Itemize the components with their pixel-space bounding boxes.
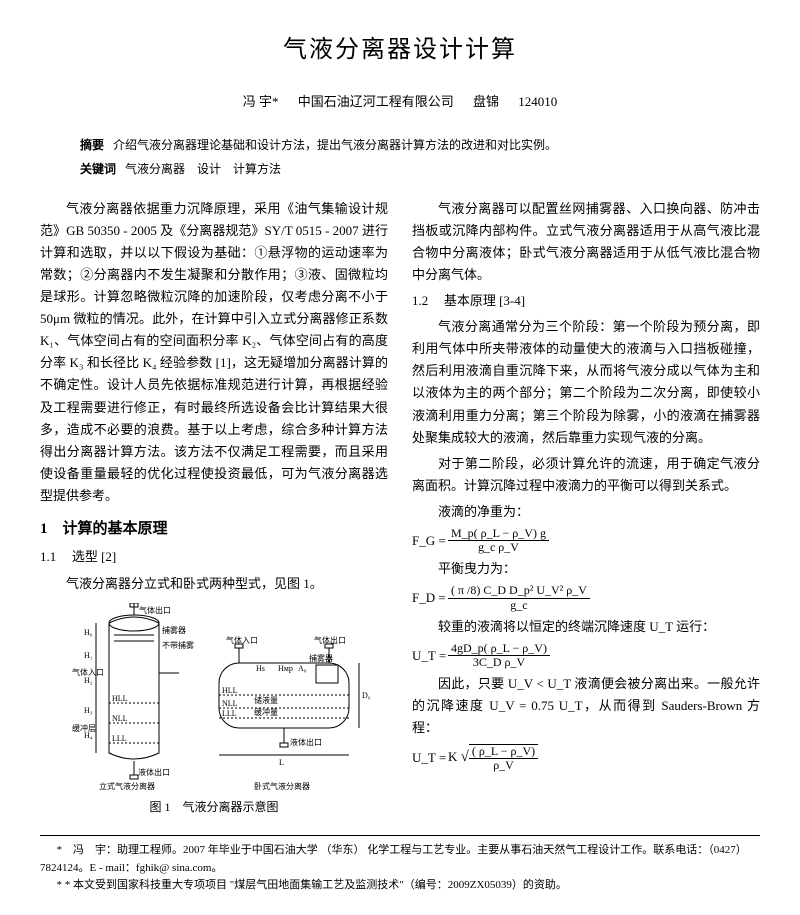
- svg-text:LLL: LLL: [112, 734, 127, 743]
- right-para-5: 因此，只要 U_V < U_T 液滴便会被分离出来。一般允许的沉降速度 U_V …: [412, 673, 760, 739]
- author-line: 冯 宇* 中国石油辽河工程有限公司 盘锦 124010: [40, 91, 760, 113]
- svg-text:不带捕雾: 不带捕雾: [162, 640, 194, 650]
- svg-text:H₂: H₂: [84, 676, 93, 685]
- intro-paragraph: 气液分离器依据重力沉降原理，采用《油气集输设计规范》GB 50350 - 200…: [40, 198, 388, 507]
- svg-text:H₀: H₀: [84, 628, 93, 637]
- abstract-label: 摘要: [80, 138, 104, 152]
- abstract-row: 摘要 介绍气液分离器理论基础和设计方法，提出气液分离器计算方法的改进和对比实例。: [80, 135, 720, 155]
- svg-text:液体出口: 液体出口: [138, 767, 170, 777]
- svg-text:LLL: LLL: [222, 709, 237, 718]
- section-1-1-heading: 1.1 选型 [2]: [40, 546, 388, 568]
- left-column: 气液分离器依据重力沉降原理，采用《油气集输设计规范》GB 50350 - 200…: [40, 198, 388, 821]
- keywords-row: 关键词 气液分离器 设计 计算方法: [80, 159, 720, 179]
- svg-text:H₃: H₃: [84, 706, 93, 715]
- eq-sb-frac: ( ρ_L − ρ_V) ρ_V: [469, 744, 538, 772]
- right-para-4: 较重的液滴将以恒定的终端沉降速度 U_T 运行：: [412, 616, 760, 638]
- label-drag: 平衡曳力为：: [412, 558, 760, 580]
- author-affiliation: 中国石油辽河工程有限公司: [298, 94, 454, 109]
- svg-text:储液量: 储液量: [254, 695, 278, 705]
- eq-sb-lhs: U_T =: [412, 747, 448, 769]
- svg-text:捕雾器: 捕雾器: [309, 653, 333, 663]
- equation-sauders-brown: U_T = K √ ( ρ_L − ρ_V) ρ_V: [412, 744, 760, 772]
- svg-text:HLL: HLL: [222, 686, 238, 695]
- svg-text:Hмp: Hмp: [278, 664, 293, 673]
- svg-text:Hs: Hs: [256, 664, 265, 673]
- svg-text:NLL: NLL: [222, 699, 238, 708]
- right-para-1: 气液分离器可以配置丝网捕雾器、入口换向器、防冲击挡板或沉降内部构件。立式气液分离…: [412, 198, 760, 286]
- section-1-1-title: 选型 [2]: [72, 549, 116, 564]
- right-para-3: 对于第二阶段，必须计算允许的流速，用于确定气液分离面积。计算沉降过程中液滴力的平…: [412, 453, 760, 497]
- svg-text:L: L: [279, 758, 284, 767]
- eq-fd-lhs: F_D =: [412, 587, 448, 609]
- svg-text:缓冲层: 缓冲层: [72, 723, 96, 733]
- keywords-label: 关键词: [80, 162, 116, 176]
- eq-fg-lhs: F_G =: [412, 530, 448, 552]
- footnotes: * 冯 宇：助理工程师。2007 年毕业于中国石油大学 （华东） 化学工程与工艺…: [40, 835, 760, 895]
- figure-1-svg: 气体出口 捕雾器 不带捕雾 气体入口 H₀ H₁ H₂ H₃ H₄ HLL NL…: [54, 603, 374, 793]
- two-column-layout: 气液分离器依据重力沉降原理，采用《油气集输设计规范》GB 50350 - 200…: [40, 198, 760, 821]
- eq-ut-lhs: U_T =: [412, 645, 448, 667]
- footnote-2: * * 本文受到国家科技重大专项项目 "煤层气田地面集输工艺及监测技术"（编号：…: [40, 877, 760, 895]
- section-1-2-num: 1.2: [412, 290, 441, 312]
- right-para-2: 气液分离通常分为三个阶段：第一个阶段为预分离，即利用气体中所夹带液体的动量使大的…: [412, 316, 760, 449]
- page-title: 气液分离器设计计算: [40, 30, 760, 71]
- right-column: 气液分离器可以配置丝网捕雾器、入口换向器、防冲击挡板或沉降内部构件。立式气液分离…: [412, 198, 760, 821]
- author-city: 盘锦: [473, 94, 499, 109]
- author-zip: 124010: [518, 94, 557, 109]
- abstract-text: 介绍气液分离器理论基础和设计方法，提出气液分离器计算方法的改进和对比实例。: [113, 138, 557, 152]
- svg-text:D₀: D₀: [362, 691, 371, 700]
- eq-fd-frac: ( π /8) C_D D_p² U_V² ρ_V g_c: [448, 584, 590, 611]
- svg-text:液体出口: 液体出口: [290, 737, 322, 747]
- section-1-heading: 1 计算的基本原理: [40, 517, 388, 543]
- section-1-2-heading: 1.2 基本原理 [3-4]: [412, 290, 760, 312]
- svg-text:缓冲量: 缓冲量: [254, 707, 278, 717]
- keywords-text: 气液分离器 设计 计算方法: [125, 162, 281, 176]
- label-net-weight: 液滴的净重为：: [412, 501, 760, 523]
- svg-text:A₀: A₀: [298, 664, 307, 673]
- svg-text:气体出口: 气体出口: [314, 635, 346, 645]
- svg-text:捕雾器: 捕雾器: [162, 625, 186, 635]
- svg-text:NLL: NLL: [112, 714, 128, 723]
- eq-sb-k: K: [448, 749, 457, 764]
- svg-text:气体入口: 气体入口: [226, 635, 258, 645]
- eq-ut-frac: 4gD_p( ρ_L − ρ_V) 3C_D ρ_V: [448, 642, 550, 669]
- figure-1: 气体出口 捕雾器 不带捕雾 气体入口 H₀ H₁ H₂ H₃ H₄ HLL NL…: [40, 603, 388, 817]
- section-1-2-title: 基本原理 [3-4]: [444, 293, 525, 308]
- svg-text:HLL: HLL: [112, 694, 128, 703]
- figure-1-caption: 图 1 气液分离器示意图: [40, 797, 388, 817]
- author-name: 冯 宇*: [243, 94, 279, 109]
- eq-fg-frac: M_p( ρ_L − ρ_V) g g_c ρ_V: [448, 527, 549, 554]
- abstract-block: 摘要 介绍气液分离器理论基础和设计方法，提出气液分离器计算方法的改进和对比实例。…: [40, 135, 760, 180]
- equation-fg: F_G = M_p( ρ_L − ρ_V) g g_c ρ_V: [412, 527, 760, 554]
- section-1-1-num: 1.1: [40, 546, 69, 568]
- equation-ut: U_T = 4gD_p( ρ_L − ρ_V) 3C_D ρ_V: [412, 642, 760, 669]
- svg-text:H₁: H₁: [84, 651, 93, 660]
- svg-text:卧式气液分离器: 卧式气液分离器: [254, 781, 310, 791]
- svg-text:气体出口: 气体出口: [139, 605, 171, 615]
- svg-text:立式气液分离器: 立式气液分离器: [99, 781, 155, 791]
- equation-fd: F_D = ( π /8) C_D D_p² U_V² ρ_V g_c: [412, 584, 760, 611]
- section-1-1-para: 气液分离器分立式和卧式两种型式，见图 1。: [40, 573, 388, 595]
